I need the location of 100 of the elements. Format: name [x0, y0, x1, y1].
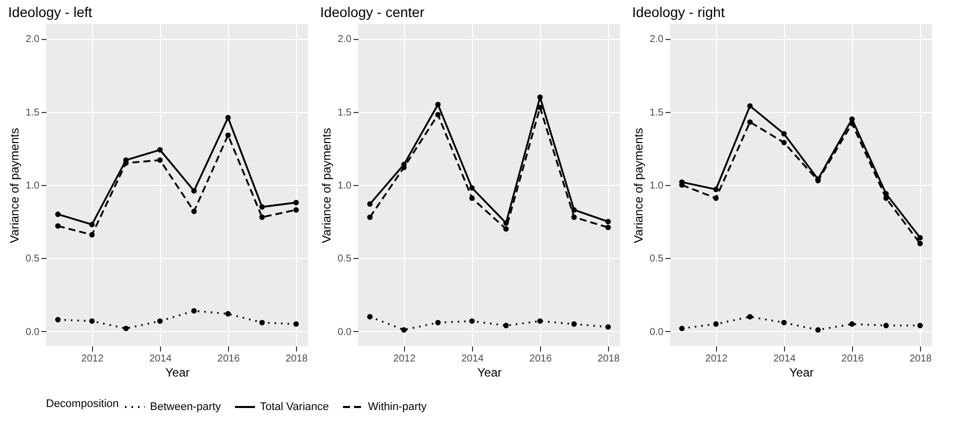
point: [55, 316, 61, 322]
point: [917, 234, 923, 240]
point: [225, 132, 231, 138]
y-tick-label: 1.5: [650, 107, 664, 118]
point: [401, 327, 407, 333]
point: [503, 322, 509, 328]
point: [469, 318, 475, 324]
point: [781, 131, 787, 137]
point: [713, 195, 719, 201]
legend-label: Total Variance: [260, 401, 329, 413]
point: [293, 207, 299, 213]
point: [605, 324, 611, 330]
x-tick-label: 2014: [149, 354, 172, 364]
point: [747, 119, 753, 125]
x-axis-title: Year: [165, 366, 190, 380]
y-tick-label: 0.5: [338, 254, 352, 265]
x-tick-label: 2012: [393, 354, 416, 364]
y-tick-label: 1.5: [338, 107, 352, 118]
legend-title: Decomposition: [46, 398, 119, 410]
point: [781, 140, 787, 146]
legend-label: Between-party: [150, 401, 222, 413]
point: [503, 220, 509, 226]
y-tick-label: 0.5: [26, 254, 40, 265]
x-tick-label: 2018: [909, 354, 932, 364]
y-tick-label: 1.0: [650, 180, 664, 192]
point: [55, 223, 61, 229]
point: [367, 214, 373, 220]
x-axis-title: Year: [477, 366, 502, 380]
chart-title: Ideology - left: [8, 4, 92, 20]
point: [293, 321, 299, 327]
x-tick-label: 2012: [81, 354, 104, 364]
point: [191, 208, 197, 214]
point: [259, 320, 265, 326]
y-tick-label: 1.0: [338, 180, 352, 192]
chart-title: Ideology - center: [320, 4, 425, 20]
point: [435, 112, 441, 118]
y-tick-label: 2.0: [650, 34, 664, 46]
y-tick-label: 1.0: [26, 180, 40, 192]
point: [469, 195, 475, 201]
point: [713, 321, 719, 327]
point: [55, 212, 61, 218]
point: [225, 114, 231, 120]
point: [259, 214, 265, 220]
y-tick-label: 0.0: [338, 326, 352, 338]
x-tick-label: 2014: [773, 354, 796, 364]
point: [537, 104, 543, 110]
point: [367, 201, 373, 207]
point: [605, 218, 611, 224]
y-tick-label: 0.0: [26, 326, 40, 338]
point: [883, 322, 889, 328]
point: [435, 102, 441, 108]
x-tick-label: 2018: [597, 354, 620, 364]
point: [917, 322, 923, 328]
y-tick-label: 0.5: [650, 254, 664, 265]
x-tick-label: 2014: [461, 354, 484, 364]
point: [537, 94, 543, 100]
point: [123, 326, 129, 332]
x-tick-label: 2016: [841, 354, 864, 364]
point: [537, 318, 543, 324]
y-tick-label: 2.0: [26, 34, 40, 46]
point: [605, 224, 611, 230]
legend-label: Within-party: [368, 401, 428, 413]
point: [815, 327, 821, 333]
point: [849, 321, 855, 327]
y-tick-label: 2.0: [338, 34, 352, 46]
point: [571, 321, 577, 327]
point: [503, 226, 509, 232]
point: [89, 232, 95, 238]
x-tick-label: 2016: [217, 354, 240, 364]
point: [747, 314, 753, 320]
chart-title: Ideology - right: [632, 4, 725, 20]
point: [293, 200, 299, 206]
point: [157, 157, 163, 163]
y-tick-label: 0.0: [650, 326, 664, 338]
point: [679, 326, 685, 332]
point: [259, 204, 265, 210]
point: [225, 311, 231, 317]
point: [191, 188, 197, 194]
point: [747, 103, 753, 109]
point: [781, 320, 787, 326]
point: [435, 320, 441, 326]
point: [571, 214, 577, 220]
x-tick-label: 2018: [285, 354, 308, 364]
y-tick-label: 1.5: [26, 107, 40, 118]
y-axis-title: Variance of payments: [320, 128, 334, 244]
point: [89, 222, 95, 228]
point: [157, 147, 163, 153]
point: [89, 318, 95, 324]
x-axis-title: Year: [789, 366, 814, 380]
y-axis-title: Variance of payments: [632, 128, 646, 244]
point: [713, 186, 719, 192]
point: [469, 185, 475, 191]
x-tick-label: 2016: [529, 354, 552, 364]
x-tick-label: 2012: [705, 354, 728, 364]
point: [367, 314, 373, 320]
point: [191, 308, 197, 314]
y-axis-title: Variance of payments: [8, 128, 22, 244]
point: [571, 207, 577, 213]
point: [157, 318, 163, 324]
point: [917, 240, 923, 246]
